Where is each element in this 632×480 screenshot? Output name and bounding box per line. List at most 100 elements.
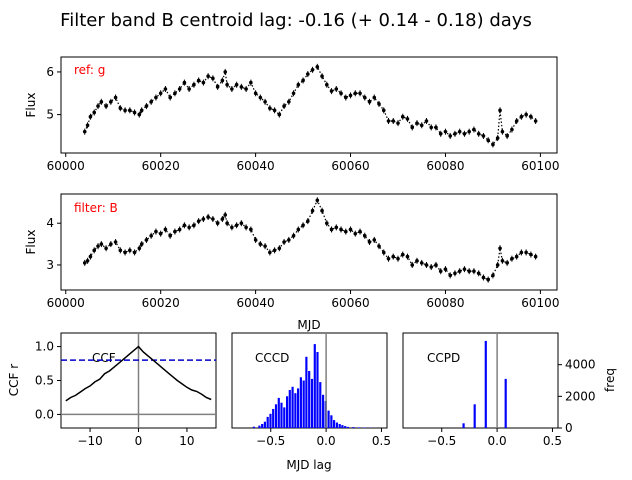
data-point <box>182 80 187 85</box>
data-point <box>230 225 234 230</box>
y-axis-label: CCF r <box>7 364 21 396</box>
data-point <box>239 221 244 226</box>
data-point <box>301 78 305 83</box>
data-point <box>381 250 386 255</box>
data-point <box>225 82 229 87</box>
x-tick-label: 60000 <box>47 296 85 310</box>
histogram-bar <box>462 423 465 429</box>
data-point <box>443 267 448 271</box>
histogram-bar <box>280 402 283 428</box>
data-point <box>296 227 301 232</box>
panel-ccpd: CCPD freq −0.5 0.0 0.50 2000 4000 <box>402 332 617 448</box>
histogram-bar <box>297 388 300 428</box>
data-point <box>358 91 362 96</box>
histogram-bar <box>283 407 286 428</box>
data-point <box>391 254 396 259</box>
data-marks <box>462 333 507 429</box>
data-point <box>533 254 538 259</box>
data-point <box>320 208 324 213</box>
x-tick-label: 60100 <box>521 296 559 310</box>
data-point <box>249 227 253 232</box>
x-tick-label: 60040 <box>237 159 275 173</box>
data-point <box>320 74 324 78</box>
histogram-bar <box>473 404 476 429</box>
histogram-bar <box>330 415 333 428</box>
data-point <box>457 269 462 274</box>
histogram-bar <box>302 380 305 428</box>
data-point <box>443 129 448 134</box>
panel-annotation: CCPD <box>427 351 460 365</box>
histogram-bar <box>294 393 297 428</box>
data-point <box>192 82 196 87</box>
y-tick-label: 0.5 <box>35 374 54 388</box>
histogram-bar <box>274 404 278 429</box>
data-point <box>109 100 113 104</box>
data-point <box>137 246 142 251</box>
data-point <box>104 104 108 108</box>
data-point <box>291 91 296 96</box>
data-point <box>386 256 391 261</box>
data-point <box>315 198 320 203</box>
data-point <box>324 221 329 226</box>
data-point <box>99 242 104 246</box>
data-point <box>88 114 93 119</box>
histogram-bar <box>363 427 366 428</box>
data-point <box>486 138 490 142</box>
data-point <box>272 248 277 253</box>
data-point <box>192 223 196 228</box>
data-point <box>415 258 419 263</box>
histogram-bar <box>266 416 269 428</box>
data-point <box>519 114 524 119</box>
data-point <box>491 273 495 278</box>
data-point <box>88 254 93 259</box>
data-point <box>123 108 127 113</box>
data-point <box>277 112 282 117</box>
x-tick-label: 60020 <box>142 159 180 173</box>
ccf-line <box>65 345 212 402</box>
data-point <box>253 91 258 96</box>
data-point <box>339 91 343 96</box>
data-point <box>405 117 410 121</box>
x-tick-label: 10 <box>179 434 194 448</box>
histogram-bar <box>333 420 336 428</box>
data-point <box>211 217 215 221</box>
data-point <box>139 108 144 113</box>
data-point <box>495 136 500 140</box>
data-point <box>377 244 381 248</box>
data-point <box>396 256 400 261</box>
data-point <box>123 250 127 255</box>
histogram-bar <box>310 378 314 428</box>
y-tick-label: 5 <box>46 108 54 122</box>
x-tick-label: 60080 <box>426 296 464 310</box>
panel-annotation: CCCD <box>255 351 289 365</box>
x-tick-label: 0.0 <box>488 434 507 448</box>
histogram-bar <box>305 356 308 429</box>
data-marks <box>252 333 377 429</box>
data-point <box>206 215 210 219</box>
data-point <box>524 250 528 255</box>
x-tick-label: −0.5 <box>427 434 456 448</box>
data-point <box>244 225 248 230</box>
data-point <box>196 219 201 223</box>
data-point <box>410 125 415 130</box>
data-point <box>498 246 502 251</box>
panel-ccf: CCF CCF r −10 0 10 0.0 0.5 1.0 <box>7 332 217 448</box>
data-point <box>362 233 367 238</box>
figure-title: Filter band B centroid lag: -0.16 (+ 0.1… <box>60 10 532 31</box>
data-point <box>329 227 334 232</box>
axis-ticks: −0.5 0.0 0.50 2000 4000 <box>427 358 595 448</box>
panel-filter-lightcurve: filter: B Flux MJD 60000 60020 60040 60060 6… <box>24 193 559 332</box>
data-point <box>258 242 263 246</box>
y-axis-label: Flux <box>24 93 38 118</box>
data-point <box>258 95 263 100</box>
x-tick-label: 60020 <box>142 296 180 310</box>
data-point <box>448 134 453 138</box>
data-point <box>310 68 315 72</box>
y-tick-label: 6 <box>46 65 54 79</box>
histogram-bar <box>299 377 302 428</box>
data-point <box>400 252 405 257</box>
data-point <box>505 134 509 138</box>
data-point <box>334 87 339 91</box>
data-point <box>282 240 286 244</box>
